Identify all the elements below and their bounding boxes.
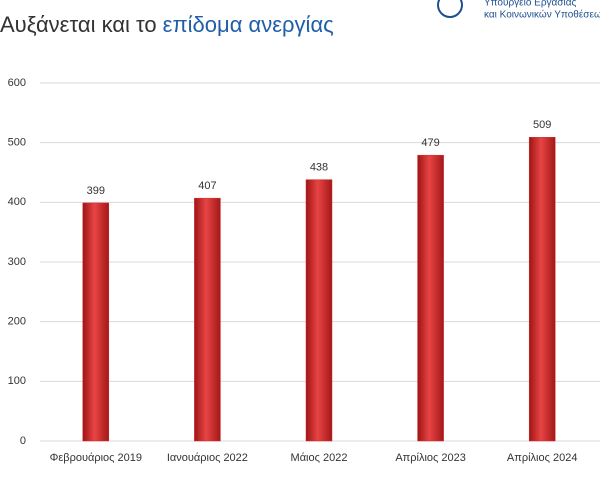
- value-label: 438: [310, 162, 328, 174]
- value-label: 407: [198, 180, 216, 192]
- x-tick-label: Απρίλιος 2023: [395, 452, 466, 464]
- bar: [528, 137, 556, 442]
- bar: [82, 202, 110, 442]
- bar: [305, 179, 333, 442]
- x-tick-label: Φεβρουάριος 2019: [50, 452, 142, 464]
- ministry-logo: Υπουργείο Εργασίας και Κοινωνικών Υποθέσ…: [437, 0, 600, 21]
- bar: [417, 154, 444, 442]
- y-tick-label: 300: [8, 256, 26, 268]
- y-tick-label: 200: [8, 316, 26, 328]
- y-tick-label: 600: [8, 77, 26, 89]
- ministry-line: Υπουργείο Εργασίας: [484, 0, 576, 9]
- title-highlight: επίδομα ανεργίας: [163, 12, 334, 37]
- x-tick-label: Απρίλιος 2024: [507, 452, 578, 464]
- y-tick-label: 500: [8, 137, 26, 149]
- value-label: 479: [421, 137, 439, 149]
- ministry-line: και Κοινωνικών Υποθέσεων: [484, 9, 600, 21]
- x-tick-label: Μάιος 2022: [291, 452, 348, 464]
- value-label: 509: [533, 119, 551, 131]
- y-tick-label: 100: [8, 375, 26, 387]
- y-tick-label: 400: [8, 196, 26, 208]
- chart-title: Αυξάνεται και το επίδομα ανεργίας: [0, 12, 334, 37]
- logo-emblem: [437, 0, 463, 18]
- bar: [194, 197, 221, 442]
- title-text: Αυξάνεται και το: [0, 12, 157, 37]
- x-tick-label: Ιανουάριος 2022: [167, 452, 248, 464]
- y-tick-label: 0: [20, 435, 26, 447]
- value-label: 399: [87, 185, 105, 197]
